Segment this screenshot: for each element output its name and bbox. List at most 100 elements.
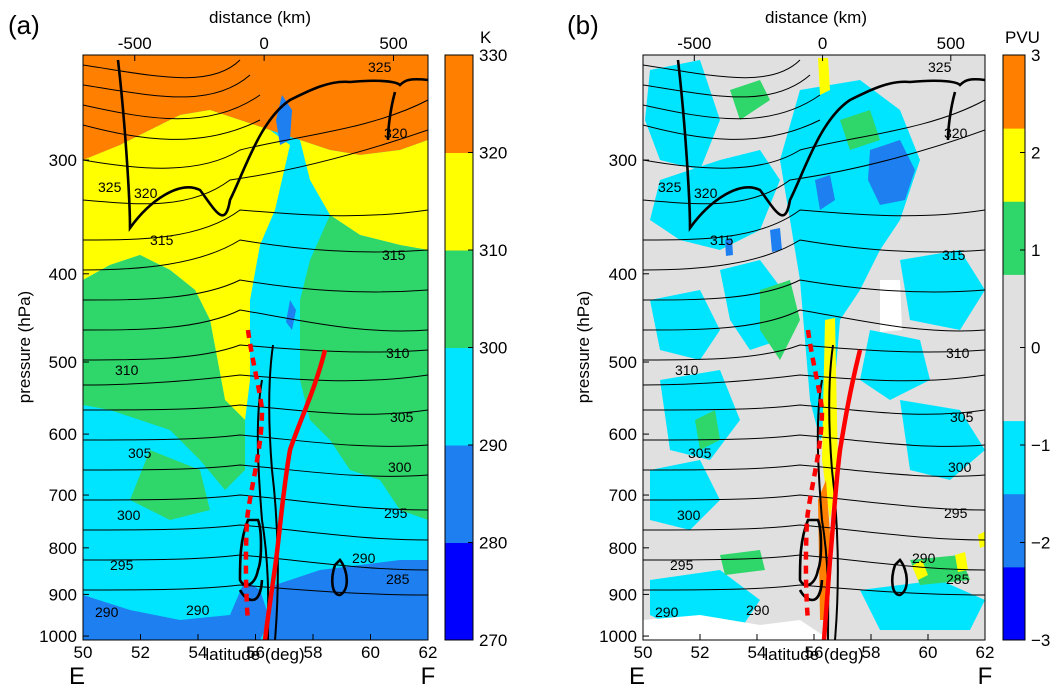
panel-a-contour-label: 325	[98, 179, 122, 195]
x-tick-label: 58	[862, 643, 881, 662]
panel-b-contour-label: 295	[670, 557, 694, 573]
panel-b-contour-label: 310	[946, 345, 970, 361]
colorbar-swatch	[445, 152, 473, 251]
colorbar-tick-label: −1	[1031, 436, 1050, 455]
panel-b-corner-left: E	[629, 663, 645, 689]
top-tick-label: 0	[259, 34, 268, 53]
panel-b-contour-label: 315	[942, 247, 966, 263]
y-tick-label: 700	[609, 486, 637, 505]
panel-b-contour-label: 290	[746, 602, 770, 618]
panel-a-corner-left: E	[69, 663, 85, 689]
panel-b-contour-label: 300	[677, 507, 701, 523]
colorbar-tick-label: 310	[479, 241, 507, 260]
top-tick-label: 0	[818, 34, 827, 53]
panel-b-contour-label: 310	[675, 362, 699, 378]
panel-a-isentropes	[83, 59, 428, 596]
panel-b-contour-label: 325	[928, 59, 952, 75]
x-tick-label: 56	[805, 643, 824, 662]
panel-b-contour-label: 295	[944, 505, 968, 521]
panel-b: (b) distance (km)	[567, 8, 1050, 689]
panel-a-contour-label: 285	[386, 571, 410, 587]
colorbar-tick-label: 300	[479, 339, 507, 358]
panel-b-dashed-front	[803, 329, 825, 621]
colorbar-swatch	[1003, 566, 1025, 641]
x-tick-label: 56	[246, 643, 265, 662]
panel-a-contour-label: 295	[110, 557, 134, 573]
panel-a-pv-contour	[116, 59, 428, 602]
y-tick-label: 1000	[39, 627, 77, 646]
colorbar-swatch	[445, 347, 473, 446]
x-tick-label: 52	[131, 643, 150, 662]
y-tick-label: 1000	[599, 627, 637, 646]
panel-b-contour-label: 305	[688, 445, 712, 461]
top-tick-label: 500	[379, 34, 407, 53]
panel-a-corner-right: F	[421, 663, 436, 689]
panel-a-label: (a)	[8, 10, 40, 40]
colorbar-swatch	[1003, 420, 1025, 495]
panel-b-top-axis-label: distance (km)	[765, 8, 867, 27]
panel-a-contour-label: 315	[382, 247, 406, 263]
y-tick-label: 300	[49, 151, 77, 170]
panel-a-contour-label: 325	[368, 59, 392, 75]
x-tick-label: 52	[691, 643, 710, 662]
panel-a-contour-label: 305	[390, 409, 414, 425]
panel-b-colorbar-unit: PVU	[1005, 28, 1040, 47]
y-tick-label: 500	[49, 353, 77, 372]
x-tick-label: 60	[361, 643, 380, 662]
colorbar-tick-label: 3	[1031, 46, 1040, 65]
x-tick-label: 50	[74, 643, 93, 662]
top-tick-label: 500	[937, 34, 965, 53]
x-tick-label: 60	[919, 643, 938, 662]
panel-a-contour-label: 305	[128, 445, 152, 461]
y-tick-label: 900	[609, 585, 637, 604]
colorbar-tick-label: −3	[1031, 631, 1050, 650]
panel-b-contour-label: 300	[948, 459, 972, 475]
panel-a-ylabel: pressure (hPa)	[15, 291, 34, 403]
panel-a-contour-label: 300	[117, 507, 141, 523]
panel-a-contour-label: 320	[134, 185, 158, 201]
y-tick-label: 700	[49, 486, 77, 505]
panel-b-isentropes	[643, 59, 985, 596]
panel-a-contour-label: 315	[150, 232, 174, 248]
colorbar-tick-label: −2	[1031, 534, 1050, 553]
x-tick-label: 50	[634, 643, 653, 662]
top-tick-label: -500	[677, 34, 711, 53]
panel-a-contour-label: 295	[384, 505, 408, 521]
y-tick-label: 800	[49, 539, 77, 558]
y-tick-label: 600	[609, 425, 637, 444]
panel-b-label: (b)	[567, 10, 599, 40]
panel-a-top-axis-label: distance (km)	[209, 8, 311, 27]
panel-a-contour-label: 310	[386, 345, 410, 361]
y-tick-label: 400	[609, 265, 637, 284]
x-tick-label: 54	[189, 643, 208, 662]
panel-a: (a) distance (km)	[8, 8, 507, 689]
colorbar-swatch	[1003, 347, 1025, 422]
panel-b-colorbar: 3 2 1 0 −1 −2 −3	[1002, 46, 1050, 650]
panel-b-corner-right: F	[978, 663, 993, 689]
y-tick-label: 600	[49, 425, 77, 444]
y-tick-label: 400	[49, 265, 77, 284]
x-tick-label: 62	[976, 643, 995, 662]
panel-a-contour-label: 290	[95, 604, 119, 620]
panel-b-contour-label: 320	[944, 125, 968, 141]
colorbar-tick-label: 330	[479, 46, 507, 65]
panel-a-contour-label: 310	[115, 362, 139, 378]
panel-b-contour-label: 290	[655, 604, 679, 620]
colorbar-swatch	[1003, 201, 1025, 275]
colorbar-tick-label: 1	[1031, 241, 1040, 260]
panel-b-solid-front	[821, 349, 863, 640]
panel-b-contour-label: 315	[710, 232, 734, 248]
colorbar-swatch	[445, 542, 473, 641]
panel-b-ylabel: pressure (hPa)	[574, 291, 593, 403]
panel-a-axes: 50 52 54 56 58 60 62 300 400 500 600 700 800 900 1000 -…	[39, 34, 437, 662]
colorbar-swatch	[1003, 128, 1025, 202]
panel-b-contour-labels: 325 325 320 320 315 315 310 310 305 305 …	[655, 59, 974, 620]
panel-a-contour-label: 290	[352, 550, 376, 566]
top-tick-label: -500	[118, 34, 152, 53]
x-tick-label: 62	[419, 643, 438, 662]
colorbar-tick-label: 280	[479, 534, 507, 553]
panel-b-contour-label: 305	[950, 409, 974, 425]
colorbar-swatch	[1003, 55, 1025, 129]
colorbar-tick-label: 270	[479, 631, 507, 650]
colorbar-swatch	[445, 250, 473, 348]
